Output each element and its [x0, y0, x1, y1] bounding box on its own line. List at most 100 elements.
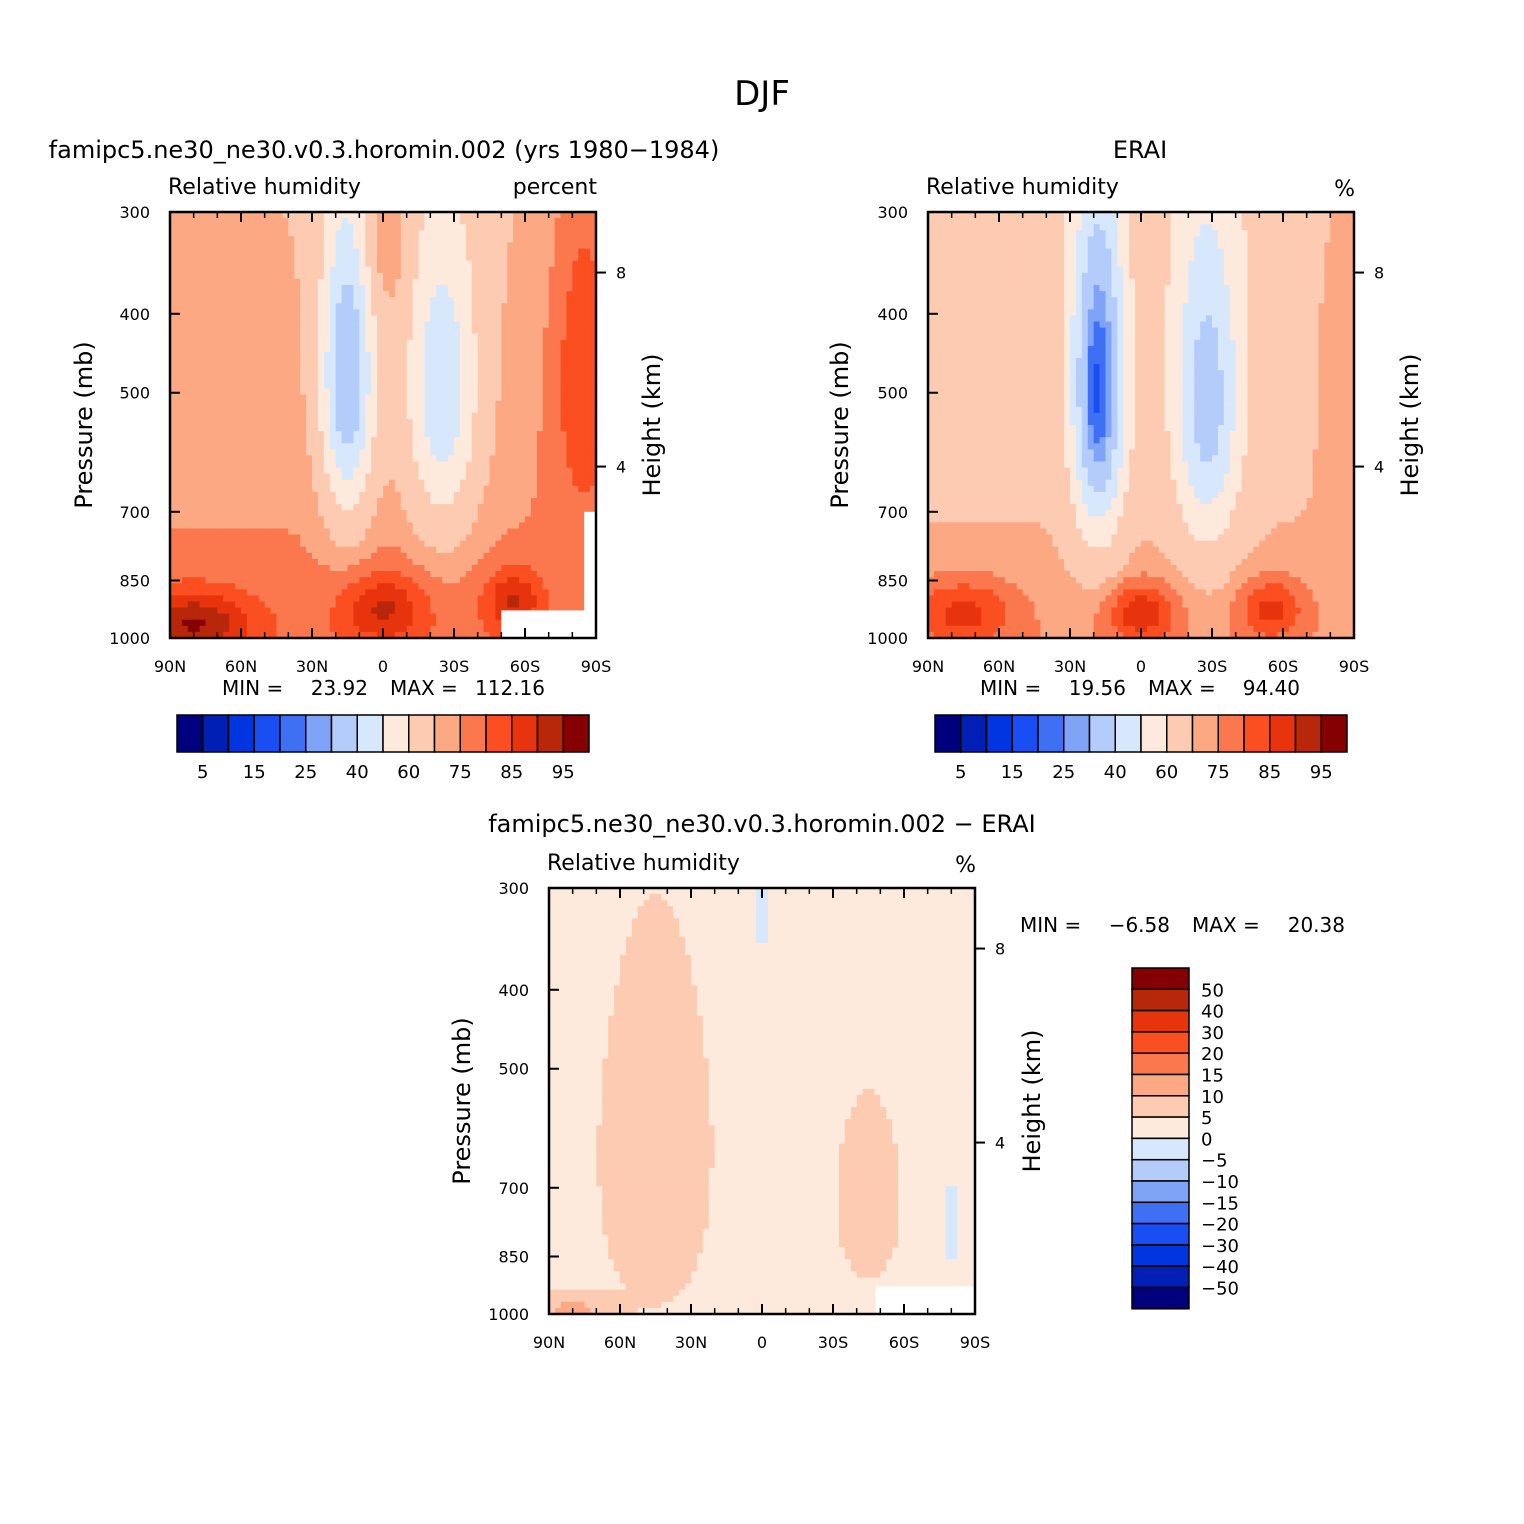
- contour-cell: [519, 266, 526, 274]
- contour-cell: [317, 291, 325, 298]
- contour-cell: [388, 388, 396, 396]
- contour-cell: [371, 254, 378, 262]
- contour-cell: [193, 528, 201, 536]
- contour-cell: [442, 540, 449, 548]
- contour-cell: [489, 607, 497, 615]
- contour-cell: [365, 242, 372, 250]
- contour-cell: [170, 394, 177, 402]
- contour-cell: [525, 345, 532, 353]
- contour-cell: [181, 236, 189, 244]
- contour-cell: [519, 394, 526, 402]
- contour-cell: [495, 351, 502, 359]
- contour-cell: [536, 418, 544, 426]
- contour-cell: [530, 260, 538, 268]
- contour-cell: [477, 236, 485, 244]
- contour-cell: [566, 546, 573, 554]
- contour-cell: [229, 388, 236, 396]
- contour-cell: [306, 516, 313, 523]
- contour-cell: [353, 242, 360, 250]
- contour-cell: [229, 613, 236, 621]
- contour-cell: [554, 266, 562, 274]
- contour-cell: [223, 321, 230, 329]
- contour-cell: [471, 625, 479, 633]
- contour-cell: [513, 218, 520, 225]
- contour-cell: [211, 571, 218, 578]
- contour-cell: [270, 297, 278, 304]
- contour-cell: [300, 272, 307, 280]
- contour-cell: [175, 364, 183, 371]
- contour-cell: [513, 242, 520, 250]
- contour-cell: [590, 431, 596, 438]
- contour-cell: [246, 516, 254, 523]
- contour-cell: [175, 631, 183, 638]
- contour-cell: [519, 218, 526, 225]
- contour-cell: [578, 498, 585, 505]
- contour-cell: [442, 498, 449, 505]
- contour-cell: [394, 546, 402, 554]
- contour-cell: [507, 589, 514, 596]
- contour-cell: [288, 491, 295, 499]
- contour-cell: [489, 534, 497, 542]
- contour-cell: [276, 303, 284, 310]
- contour-cell: [548, 437, 556, 444]
- contour-cell: [489, 449, 497, 457]
- contour-cell: [530, 449, 538, 457]
- contour-cell: [542, 388, 550, 396]
- contour-cell: [365, 333, 372, 341]
- contour-cell: [495, 583, 502, 590]
- contour-cell: [406, 400, 414, 408]
- contour-cell: [193, 278, 201, 286]
- contour-cell: [448, 625, 455, 633]
- contour-cell: [223, 242, 230, 250]
- contour-cell: [312, 625, 319, 633]
- contour-cell: [312, 333, 319, 341]
- contour-cell: [294, 528, 301, 536]
- contour-cell: [276, 394, 284, 402]
- contour-cell: [359, 455, 366, 463]
- contour-cell: [187, 315, 195, 323]
- contour-cell: [252, 619, 260, 627]
- contour-cell: [554, 333, 562, 341]
- contour-cell: [371, 358, 378, 365]
- contour-cell: [264, 321, 272, 329]
- contour-cell: [530, 358, 538, 365]
- contour-cell: [199, 418, 207, 426]
- contour-cell: [388, 461, 396, 469]
- contour-cell: [525, 412, 532, 420]
- contour-cell: [495, 455, 502, 463]
- contour-cell: [572, 425, 579, 432]
- contour-cell: [471, 358, 479, 365]
- contour-cell: [572, 504, 579, 511]
- contour-cell: [294, 418, 301, 426]
- contour-cell: [276, 297, 284, 304]
- contour-cell: [554, 254, 562, 262]
- contour-cell: [436, 242, 443, 250]
- contour-cell: [507, 358, 514, 365]
- contour-cell: [590, 479, 596, 487]
- contour-cell: [187, 212, 195, 219]
- contour-cell: [175, 473, 183, 481]
- contour-cell: [335, 534, 343, 542]
- contour-cell: [199, 364, 207, 371]
- contour-cell: [371, 461, 378, 469]
- contour-cell: [424, 345, 431, 353]
- contour-cell: [270, 564, 278, 572]
- contour-cell: [465, 491, 473, 499]
- contour-cell: [187, 272, 195, 280]
- contour-cell: [489, 412, 497, 420]
- contour-cell: [170, 224, 177, 231]
- contour-cell: [341, 376, 349, 383]
- contour-cell: [288, 418, 295, 426]
- contour-cell: [542, 364, 550, 371]
- contour-cell: [264, 619, 272, 627]
- contour-cell: [317, 546, 325, 554]
- contour-cell: [329, 504, 337, 511]
- contour-cell: [229, 364, 236, 371]
- contour-cell: [270, 370, 278, 377]
- contour-cell: [170, 613, 177, 621]
- contour-cell: [388, 297, 396, 304]
- contour-cell: [223, 382, 230, 390]
- contour-cell: [388, 583, 396, 590]
- contour-cell: [501, 394, 508, 402]
- contour-cell: [394, 510, 402, 517]
